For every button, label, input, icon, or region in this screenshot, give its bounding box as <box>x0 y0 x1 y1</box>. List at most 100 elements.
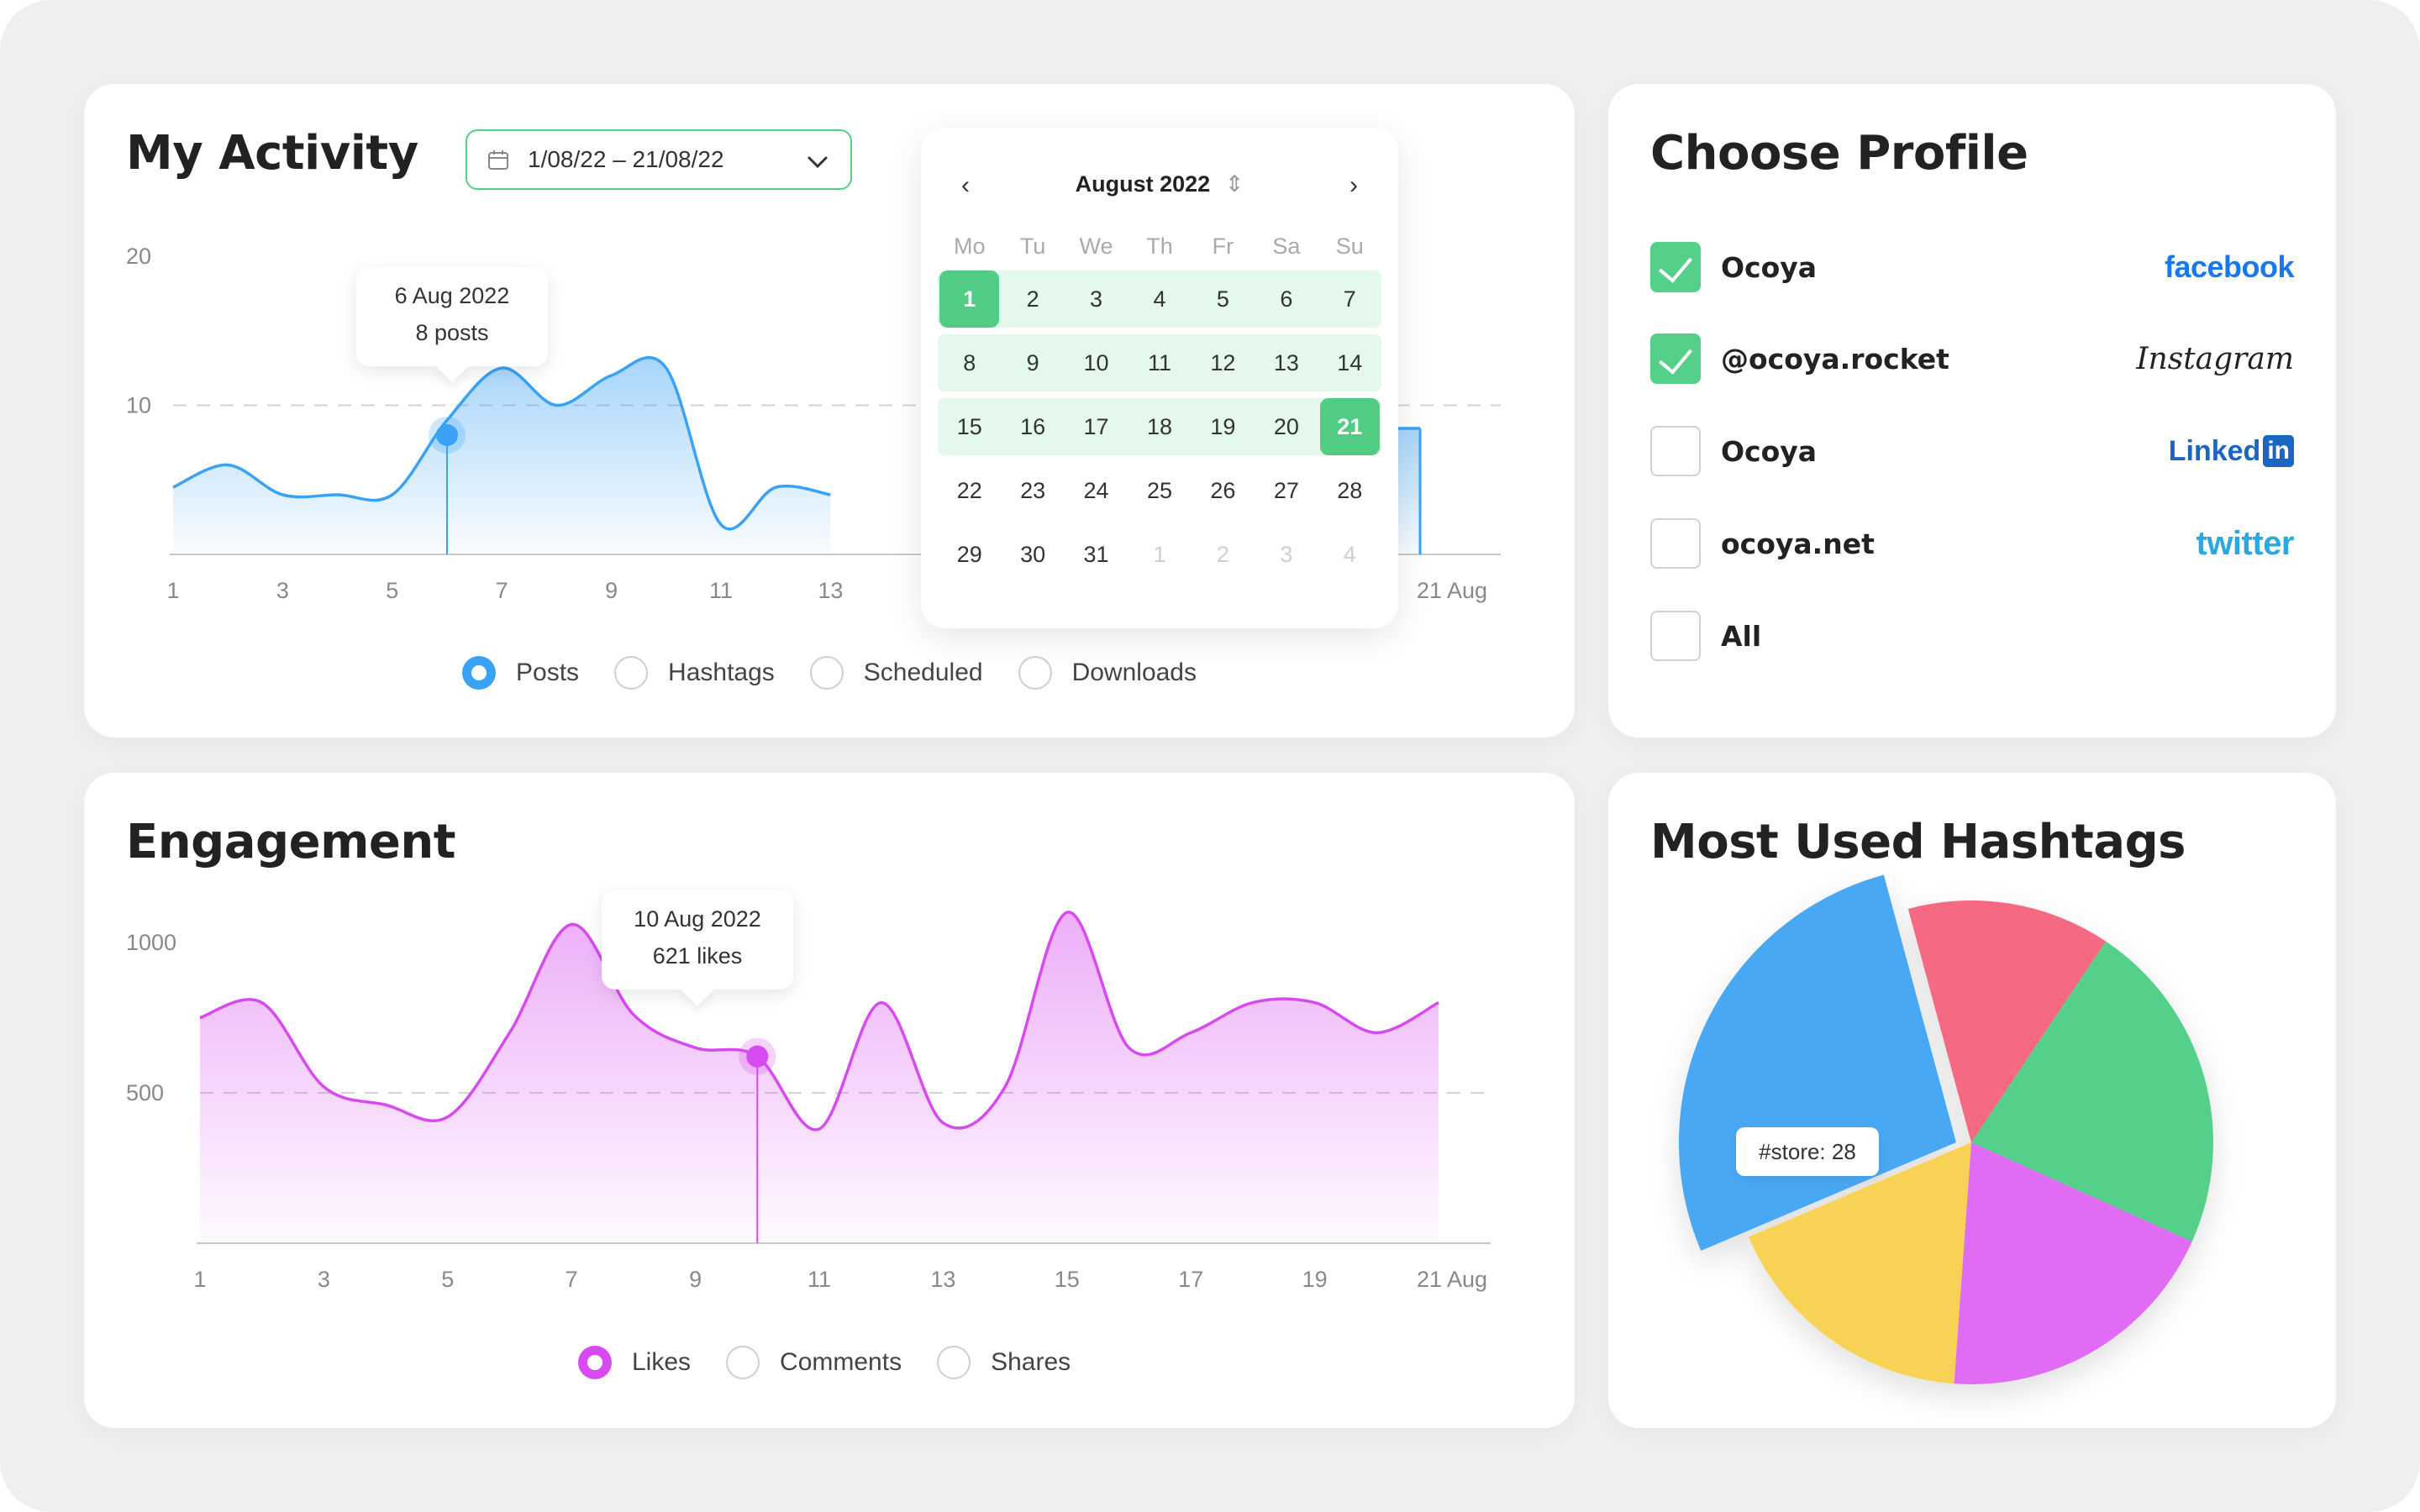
calendar-day[interactable]: 7 <box>1343 286 1356 312</box>
filter-hashtags-label: Hashtags <box>668 659 775 686</box>
calendar-day[interactable]: 4 <box>1153 286 1166 312</box>
weekday-label: Mo <box>953 234 986 259</box>
filter-likes[interactable]: Likes <box>578 1346 691 1379</box>
filter-posts[interactable]: Posts <box>462 656 579 690</box>
facebook-logo: facebook <box>2164 249 2295 284</box>
radio-downloads[interactable] <box>1018 656 1052 690</box>
filter-shares[interactable]: Shares <box>937 1346 1071 1379</box>
calendar-week: 8 9 10 11 12 13 14 <box>938 331 1381 395</box>
calendar-day[interactable]: 12 <box>1210 350 1236 375</box>
filter-posts-label: Posts <box>516 659 580 686</box>
calendar-day[interactable]: 25 <box>1146 478 1173 503</box>
weekday-label: We <box>1079 234 1113 259</box>
calendar-day[interactable]: 20 <box>1273 414 1299 439</box>
calendar-day[interactable]: 6 <box>1280 286 1293 312</box>
calendar-day[interactable]: 4 <box>1343 542 1356 567</box>
filter-likes-label: Likes <box>632 1348 692 1376</box>
profile-row-instagram[interactable]: @ocoya.rocket Instagram <box>1650 333 2294 384</box>
calendar-day[interactable]: 16 <box>1020 414 1046 439</box>
calendar-day[interactable]: 3 <box>1280 542 1293 567</box>
range-highlight <box>938 398 1381 455</box>
profile-checkbox[interactable] <box>1650 518 1701 569</box>
range-highlight <box>938 334 1381 391</box>
activity-filter-group: Posts Hashtags Scheduled Downloads <box>462 656 1232 690</box>
twitter-logo: twitter <box>2196 524 2295 562</box>
radio-likes[interactable] <box>578 1346 612 1379</box>
calendar-day[interactable]: 29 <box>956 542 982 567</box>
calendar-day[interactable]: 3 <box>1090 286 1103 312</box>
profile-checkbox[interactable] <box>1650 426 1701 476</box>
filter-downloads-label: Downloads <box>1071 659 1197 686</box>
profile-checkbox[interactable] <box>1650 242 1701 292</box>
calendar-day[interactable]: 28 <box>1337 478 1363 503</box>
filter-comments-label: Comments <box>780 1348 902 1376</box>
calendar-day[interactable]: 13 <box>1273 350 1299 375</box>
profile-checkbox[interactable] <box>1650 333 1701 384</box>
filter-scheduled[interactable]: Scheduled <box>809 656 983 690</box>
weekday-label: Su <box>1335 234 1364 259</box>
calendar-weeks: 1 2 3 4 5 6 7 8 9 10 11 12 13 14 15 16 17 18 19 20 21 22 23 24 2… <box>938 267 1381 586</box>
profile-row-all[interactable]: All <box>1650 611 2294 661</box>
calendar-day[interactable]: 30 <box>1020 542 1046 567</box>
calendar-day[interactable]: 18 <box>1146 414 1173 439</box>
engagement-filter-group: Likes Comments Shares <box>578 1346 1106 1379</box>
engagement-title: Engagement <box>126 815 456 869</box>
calendar-day[interactable]: 5 <box>1216 286 1229 312</box>
calendar-day[interactable]: 8 <box>963 350 976 375</box>
calendar-day[interactable]: 11 <box>1147 350 1171 375</box>
calendar-day[interactable]: 24 <box>1083 478 1109 503</box>
calendar-day[interactable]: 1 <box>1153 542 1166 567</box>
profile-name: Ocoya <box>1721 250 1818 284</box>
calendar-day[interactable]: 10 <box>1083 350 1109 375</box>
pie-tooltip: #store: 28 <box>1736 1127 1879 1176</box>
calendar-day[interactable]: 14 <box>1337 350 1363 375</box>
calendar-day[interactable]: 27 <box>1273 478 1299 503</box>
calendar-day[interactable]: 1 <box>939 270 1000 328</box>
calendar-day[interactable]: 17 <box>1083 414 1109 439</box>
filter-shares-label: Shares <box>991 1348 1071 1376</box>
weekday-label: Tu <box>1019 234 1046 259</box>
date-range-select[interactable]: 1/08/22 – 21/08/22 <box>466 129 852 190</box>
calendar-day[interactable]: 23 <box>1020 478 1046 503</box>
sort-icon: ⇕ <box>1224 171 1244 197</box>
calendar-day[interactable]: 26 <box>1210 478 1236 503</box>
calendar-day[interactable]: 15 <box>956 414 982 439</box>
activity-tooltip-value: 8 posts <box>415 320 489 345</box>
radio-hashtags[interactable] <box>614 656 649 690</box>
filter-hashtags[interactable]: Hashtags <box>614 656 775 690</box>
calendar-day[interactable]: 2 <box>1216 542 1229 567</box>
calendar-day[interactable]: 9 <box>1026 350 1039 375</box>
filter-scheduled-label: Scheduled <box>863 659 983 686</box>
linkedin-logo-text: Linked <box>2168 434 2261 467</box>
prev-month-button[interactable]: ‹ <box>961 171 970 199</box>
profile-title: Choose Profile <box>1650 126 2028 181</box>
calendar-month-label: August 2022 <box>1075 171 1211 197</box>
profile-row-twitter[interactable]: ocoya.net twitter <box>1650 518 2294 569</box>
profile-name: @ocoya.rocket <box>1721 342 1949 375</box>
next-month-button[interactable]: › <box>1349 171 1358 199</box>
filter-comments[interactable]: Comments <box>726 1346 902 1379</box>
radio-posts[interactable] <box>462 656 496 690</box>
profile-checkbox[interactable] <box>1650 611 1701 661</box>
filter-downloads[interactable]: Downloads <box>1018 656 1197 690</box>
calendar-week: 22 23 24 25 26 27 28 <box>938 459 1381 522</box>
profile-row-facebook[interactable]: Ocoya facebook <box>1650 242 2295 292</box>
radio-shares[interactable] <box>937 1346 971 1379</box>
calendar-day[interactable]: 21 <box>1319 398 1380 455</box>
chevron-down-icon <box>808 156 828 169</box>
radio-scheduled[interactable] <box>809 656 844 690</box>
engagement-tooltip: 10 Aug 2022 621 likes <box>602 890 793 990</box>
radio-comments[interactable] <box>726 1346 760 1379</box>
calendar-day[interactable]: 22 <box>956 478 982 503</box>
date-range-value: 1/08/22 – 21/08/22 <box>528 146 724 172</box>
calendar-day[interactable]: 2 <box>1026 286 1039 312</box>
profile-row-linkedin[interactable]: Ocoya Linked in <box>1650 426 2294 476</box>
activity-tooltip: 6 Aug 2022 8 posts <box>356 267 548 366</box>
calendar-month[interactable]: August 2022 ⇕ <box>921 171 1398 197</box>
calendar-day[interactable]: 19 <box>1210 414 1236 439</box>
weekday-label: Sa <box>1272 234 1301 259</box>
calendar-day[interactable]: 31 <box>1083 542 1109 567</box>
range-highlight <box>938 270 1381 328</box>
